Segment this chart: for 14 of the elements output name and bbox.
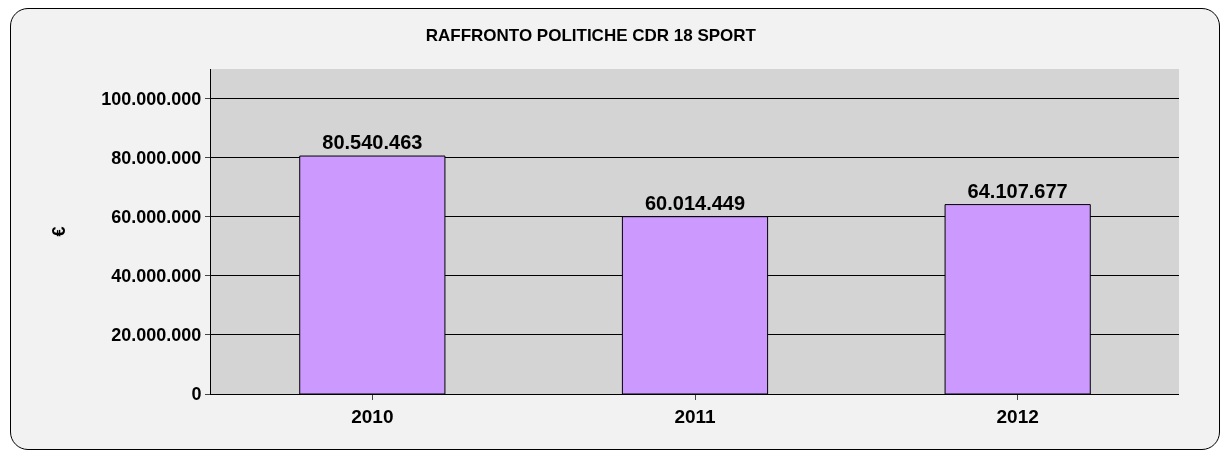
y-tick-label: 100.000.000 xyxy=(101,88,202,109)
y-tick-label: 20.000.000 xyxy=(111,325,202,346)
y-tick-label: 60.000.000 xyxy=(111,207,202,228)
y-tick-label: 0 xyxy=(191,384,202,405)
y-axis-title: € xyxy=(49,226,70,237)
x-tick-label: 2012 xyxy=(996,405,1039,427)
data-label: 60.014.449 xyxy=(644,191,746,214)
data-label: 64.107.677 xyxy=(967,179,1068,202)
x-tick-label: 2011 xyxy=(674,405,717,427)
data-label: 80.540.463 xyxy=(322,131,423,154)
y-tick-label: 80.000.000 xyxy=(111,147,202,168)
x-tick-label: 2010 xyxy=(351,405,394,427)
y-tick-label: 40.000.000 xyxy=(111,266,202,287)
chart-title: RAFFRONTO POLITICHE CDR 18 SPORT xyxy=(425,25,757,45)
